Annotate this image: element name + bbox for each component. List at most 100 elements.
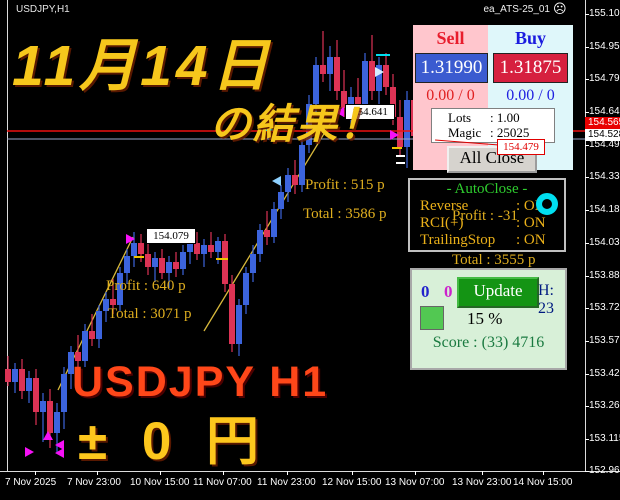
candle-body (383, 65, 389, 87)
candle-body (12, 369, 18, 382)
price-tick-label: 153.115 (589, 433, 620, 444)
price-label-154479: 154.479 (497, 139, 545, 155)
price-tick-label: 152.960 (589, 465, 620, 476)
candle-body (327, 57, 333, 74)
time-tick-label: 10 Nov 15:00 (130, 477, 190, 488)
autoclose-row-name: TrailingStop (420, 232, 496, 248)
trade-arrow-icon (126, 234, 135, 244)
all-close-button[interactable]: All Close (447, 146, 537, 173)
big-result-text: ± 0 円 (78, 412, 270, 471)
candle-body (355, 97, 361, 104)
price-tick-mark (585, 145, 589, 146)
candle-body (236, 305, 242, 344)
price-tick-mark (585, 210, 589, 211)
candle-body (117, 273, 123, 305)
autoclose-row-name: Reverse (420, 198, 469, 214)
autoclose-rows: Reverse : ON RCI(+): ON TrailingStop : ON (410, 198, 564, 249)
candlestick-chart (5, 31, 585, 458)
price-tick-mark (585, 308, 589, 309)
sell-stat: 0.00 / 0 (426, 87, 475, 104)
time-tick-mark (482, 471, 483, 475)
price-label-154641: 154.641 (345, 104, 395, 120)
lots-magic-box: Lots: 1.00 Magic: 25025 (431, 108, 555, 143)
price-tick-label: 154.950 (589, 41, 620, 52)
autoclose-row: RCI(+): ON (410, 215, 564, 232)
magic-row: Magic: 25025 (432, 125, 554, 140)
candle-body (19, 369, 25, 391)
candle-body (180, 252, 186, 269)
trade-arrow-icon (55, 440, 64, 450)
candle-body (166, 262, 172, 273)
chart-left-border (7, 0, 8, 472)
lots-label: Lots (448, 110, 472, 125)
price-tick-mark (585, 243, 589, 244)
candle-body (369, 61, 375, 91)
autoclose-row-name: RCI(+) (420, 215, 464, 231)
sell-label: Sell (436, 28, 465, 48)
price-label-154079: 154.079 (146, 228, 196, 244)
candle-body (159, 258, 165, 273)
trade-arrow-icon (335, 107, 344, 117)
candle-body (320, 65, 326, 74)
candle-body (145, 254, 151, 267)
trade-arrow-icon (272, 176, 281, 186)
sell-price-button[interactable]: 1.31990 (415, 53, 488, 83)
autoclose-row-value: : ON (516, 232, 546, 248)
price-tick-mark (585, 406, 589, 407)
buy-stat: 0.00 / 0 (506, 87, 555, 104)
candle-body (33, 378, 39, 412)
total-note-left: Total : 3071 p (108, 306, 192, 322)
candle-body (341, 91, 347, 108)
time-tick-mark (223, 471, 224, 475)
trendline (203, 113, 337, 332)
candle-body (257, 230, 263, 254)
candle-body (348, 97, 354, 108)
price-tick-mark (585, 374, 589, 375)
trade-panel: Sell Buy 1.31990 1.31875 0.00 / 0 0.00 /… (413, 25, 573, 173)
candle-body (40, 401, 46, 412)
price-tick-label: 154.490 (589, 139, 620, 150)
lots-row: Lots: 1.00 (432, 110, 554, 125)
candle-body (152, 258, 158, 267)
profit-note-overlap: Profit : -31 (452, 208, 518, 224)
autoclose-row: TrailingStop : ON (410, 232, 564, 249)
price-tick-label: 153.725 (589, 302, 620, 313)
trade-arrow-icon (25, 447, 34, 457)
indicator-ring-icon[interactable] (536, 193, 558, 215)
candle-body (110, 299, 116, 305)
ea-name-label: ea_ATS-25_01 (483, 4, 550, 15)
count-magenta: 0 (444, 282, 453, 301)
candle-body (173, 262, 179, 269)
candle-body (313, 65, 319, 104)
time-tick-mark (160, 471, 161, 475)
time-axis-separator (0, 471, 620, 472)
candle-body (376, 65, 382, 91)
candle-body (292, 175, 298, 185)
trade-arrow-icon (43, 431, 53, 440)
candle-body (334, 57, 340, 91)
price-tick-label: 154.030 (589, 237, 620, 248)
time-tick-mark (97, 471, 98, 475)
price-tick-label: 153.575 (589, 335, 620, 346)
ea-status-face-icon[interactable]: ☹ (553, 1, 567, 16)
price-tick-label: 155.100 (589, 8, 620, 19)
magic-value: : 25025 (490, 125, 530, 140)
price-tick-mark (585, 276, 589, 277)
price-tick-mark (585, 177, 589, 178)
price-tick-label: 154.795 (589, 73, 620, 84)
time-tick-mark (415, 471, 416, 475)
price-tick-mark (585, 47, 589, 48)
h-count-label: H: 23 (538, 282, 554, 317)
buy-label: Buy (514, 28, 547, 48)
candle-body (61, 374, 67, 412)
update-button[interactable]: Update (457, 277, 539, 308)
price-tick-label: 154.185 (589, 204, 620, 215)
price-tick-label: 153.420 (589, 368, 620, 379)
buy-price-button[interactable]: 1.31875 (493, 53, 568, 83)
candle-body (54, 412, 60, 433)
price-tick-mark (585, 112, 589, 113)
candle-body (103, 299, 109, 311)
candle-body (243, 273, 249, 305)
candle-body (362, 61, 368, 104)
